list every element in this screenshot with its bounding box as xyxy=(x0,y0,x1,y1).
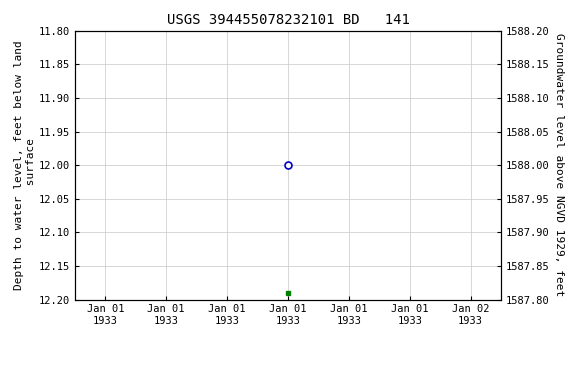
Title: USGS 394455078232101 BD   141: USGS 394455078232101 BD 141 xyxy=(166,13,410,27)
Y-axis label: Depth to water level, feet below land
 surface: Depth to water level, feet below land su… xyxy=(14,40,36,290)
Y-axis label: Groundwater level above NGVD 1929, feet: Groundwater level above NGVD 1929, feet xyxy=(554,33,564,297)
